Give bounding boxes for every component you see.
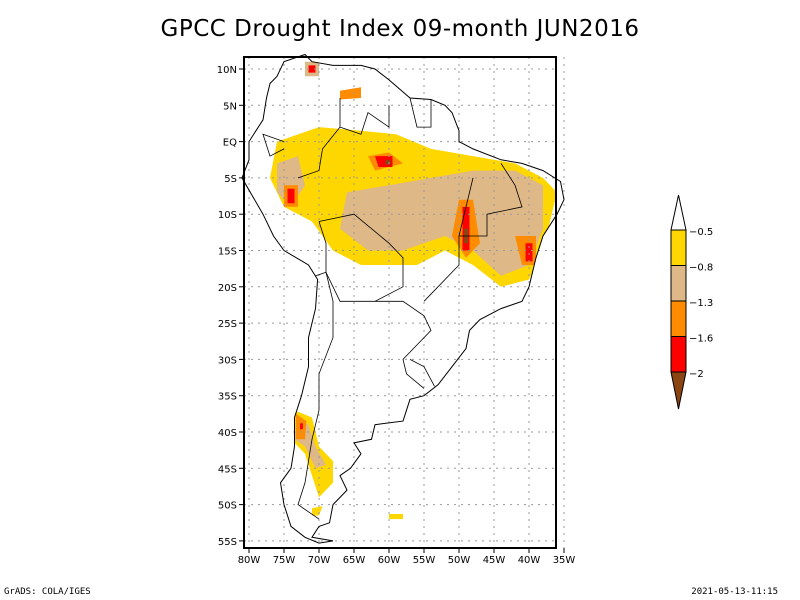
lat-tick-label: EQ (223, 138, 237, 149)
lat-tick-label: 25S (218, 319, 237, 330)
drought-area (312, 506, 323, 515)
country-border (375, 301, 431, 388)
country-border (410, 359, 435, 386)
colorbar-label: −1.6 (689, 334, 713, 345)
lon-tick-label: 70W (308, 555, 331, 566)
drought-area (288, 189, 295, 204)
lon-tick-label: 60W (378, 555, 401, 566)
colorbar-band (671, 266, 686, 302)
country-border (340, 105, 389, 134)
lon-tick-label: 65W (343, 555, 366, 566)
lat-tick-label: 40S (218, 428, 237, 439)
lat-axis: 10N 5N EQ 5S 10S 15S 20S 25S 30S 35S 40S 45S 50S 55S (217, 65, 244, 548)
lon-tick-label: 75W (273, 555, 296, 566)
colorbar-label: −1.3 (689, 298, 713, 309)
colorbar-label: −0.8 (689, 263, 713, 274)
drought-area (340, 87, 361, 99)
lon-axis: 80W 75W 70W 65W 60W 55W 50W 45W 40W 35W (238, 548, 576, 566)
gridlines (244, 57, 564, 548)
colorbar-label: −0.5 (689, 227, 713, 238)
timestamp: 2021-05-13-11:15 (691, 587, 778, 597)
colorbar-label: −2 (689, 369, 704, 380)
lat-tick-label: 35S (218, 392, 237, 403)
lat-tick-label: 45S (218, 464, 237, 475)
colorbar-band (671, 230, 686, 266)
map-frame (244, 57, 556, 548)
lon-tick-label: 55W (413, 555, 436, 566)
lat-tick-label: 55S (218, 537, 237, 548)
lat-tick-label: 15S (218, 247, 237, 258)
lat-tick-label: 10S (218, 210, 237, 221)
colorbar-band (671, 337, 686, 373)
drought-fill-layer (270, 62, 557, 519)
lat-tick-label: 50S (218, 501, 237, 512)
map-figure: 80W 75W 70W 65W 60W 55W 50W 45W 40W 35W 10N 5N EQ 5S… (0, 0, 800, 600)
lon-tick-label: 40W (518, 555, 541, 566)
country-border (410, 98, 431, 127)
lon-tick-label: 80W (238, 555, 261, 566)
lon-tick-label: 45W (483, 555, 506, 566)
colorbar-bottom-arrow (671, 372, 686, 409)
drought-area (526, 243, 533, 261)
colorbar: −0.5 −0.8 −1.3 −1.6 −2 (671, 195, 713, 409)
grads-credit: GrADS: COLA/IGES (4, 587, 91, 597)
lat-tick-label: 5N (223, 101, 237, 112)
colorbar-band (671, 301, 686, 337)
lat-tick-label: 10N (217, 65, 237, 76)
coastlines-layer (242, 55, 564, 544)
lon-tick-label: 35W (553, 555, 576, 566)
drought-area (386, 160, 391, 165)
drought-area (300, 423, 303, 429)
lat-tick-label: 5S (224, 174, 237, 185)
drought-area (389, 514, 403, 519)
lon-tick-label: 50W (448, 555, 471, 566)
continent-coastline (242, 55, 564, 544)
lat-tick-label: 30S (218, 355, 237, 366)
colorbar-top-arrow (671, 195, 686, 230)
lat-tick-label: 20S (218, 283, 237, 294)
